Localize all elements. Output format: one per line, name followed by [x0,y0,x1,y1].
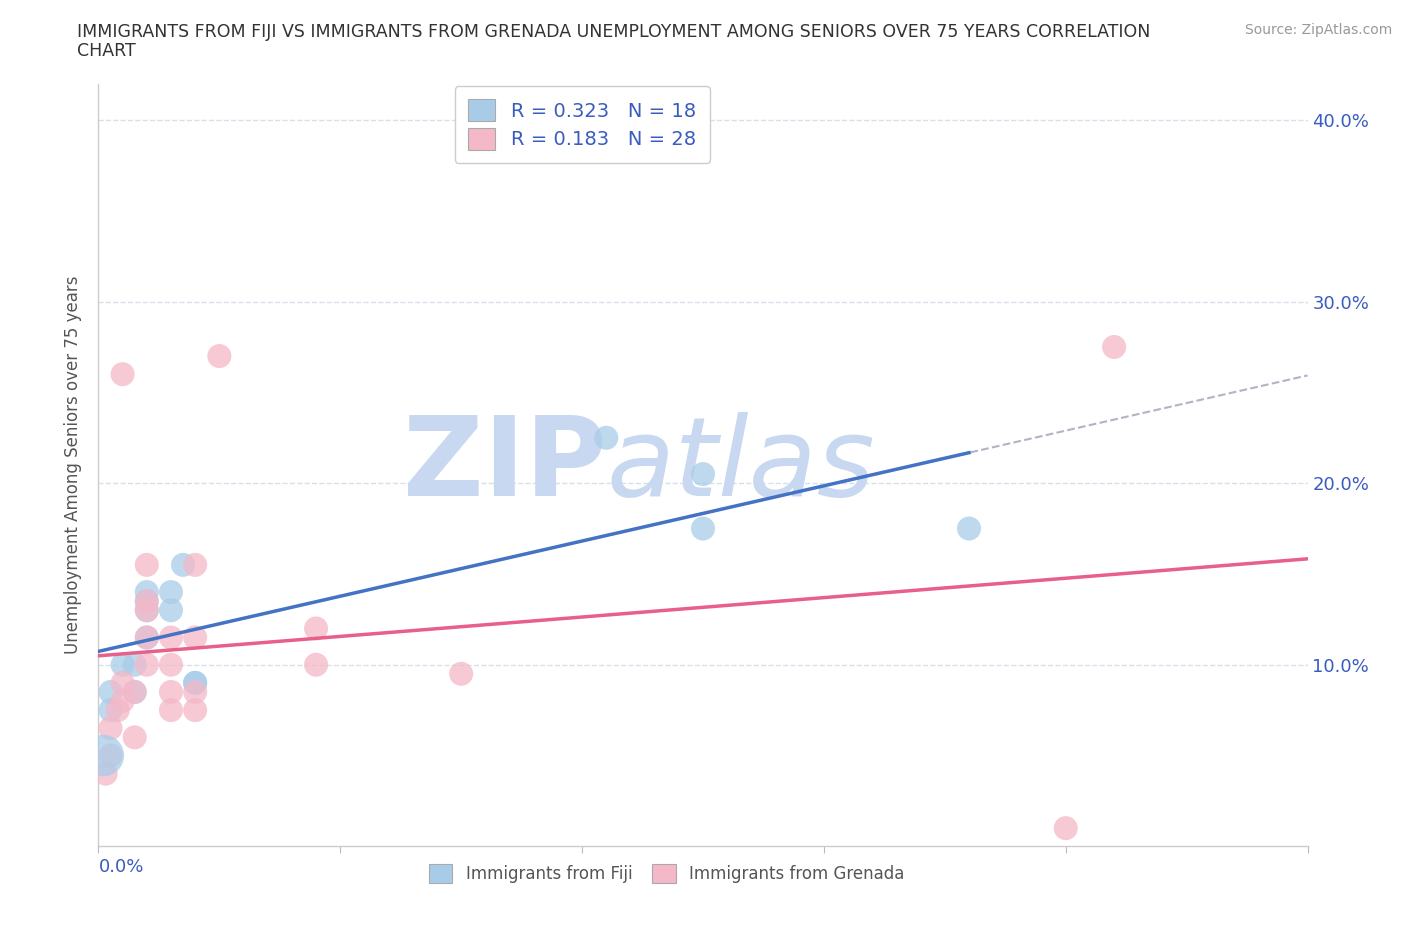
Point [160,603,183,618]
Text: 0.0%: 0.0% [98,857,143,876]
Point [184,675,207,690]
Point [208,349,231,364]
Point [184,703,207,718]
Point [450,667,472,682]
Point [184,675,207,690]
Point [124,684,146,699]
Point [135,603,157,618]
Point [111,658,134,672]
Point [135,630,157,644]
Point [135,593,157,608]
Point [100,684,122,699]
Point [135,593,157,608]
Point [111,675,134,690]
Point [135,630,157,644]
Point [957,521,980,536]
Point [160,684,183,699]
Point [135,585,157,600]
Point [184,684,207,699]
Point [111,694,134,709]
Point [184,557,207,572]
Point [100,721,122,736]
Point [91,748,114,763]
Text: Source: ZipAtlas.com: Source: ZipAtlas.com [1244,23,1392,37]
Text: IMMIGRANTS FROM FIJI VS IMMIGRANTS FROM GRENADA UNEMPLOYMENT AMONG SENIORS OVER : IMMIGRANTS FROM FIJI VS IMMIGRANTS FROM … [77,23,1150,41]
Point [160,585,183,600]
Point [124,730,146,745]
Point [94,766,117,781]
Point [595,431,617,445]
Point [160,658,183,672]
Point [160,630,183,644]
Point [1102,339,1125,354]
Point [107,703,129,718]
Legend: Immigrants from Fiji, Immigrants from Grenada: Immigrants from Fiji, Immigrants from Gr… [420,856,912,891]
Point [100,703,122,718]
Point [111,366,134,381]
Point [305,658,328,672]
Point [1054,820,1077,835]
Text: atlas: atlas [606,411,875,519]
Y-axis label: Unemployment Among Seniors over 75 years: Unemployment Among Seniors over 75 years [65,276,83,654]
Point [160,703,183,718]
Text: CHART: CHART [77,42,136,60]
Point [172,557,194,572]
Point [692,467,714,482]
Point [184,630,207,644]
Point [124,658,146,672]
Point [135,603,157,618]
Point [100,748,122,763]
Point [135,658,157,672]
Point [305,621,328,636]
Point [135,557,157,572]
Text: ZIP: ZIP [404,411,606,519]
Point [124,684,146,699]
Point [692,521,714,536]
